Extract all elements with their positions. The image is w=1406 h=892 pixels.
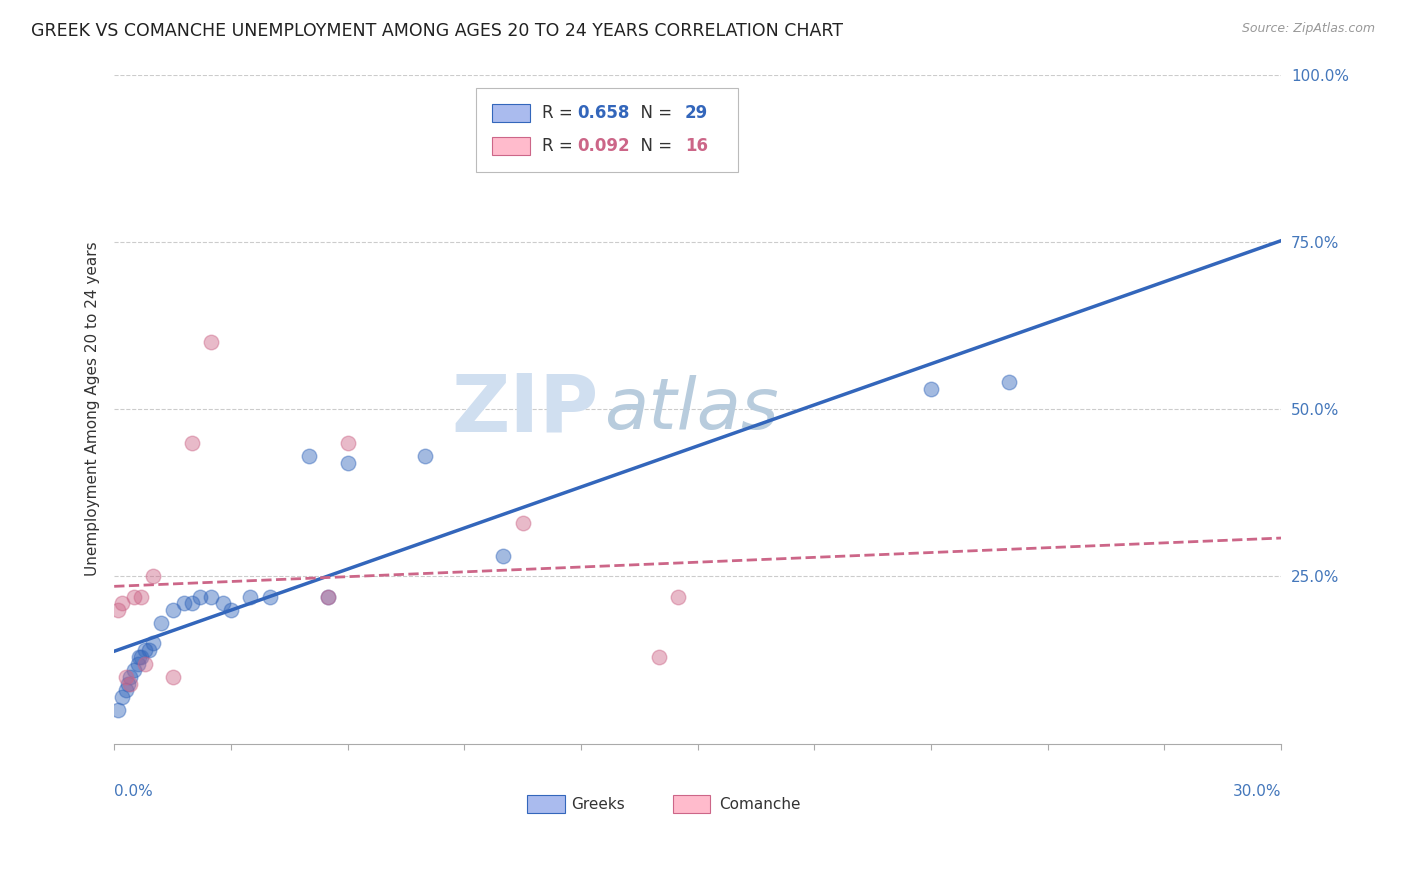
Point xyxy=(115,670,138,684)
Point xyxy=(134,657,156,671)
FancyBboxPatch shape xyxy=(527,796,565,813)
Text: ZIP: ZIP xyxy=(451,370,599,448)
Point xyxy=(162,670,184,684)
Text: atlas: atlas xyxy=(605,375,779,443)
Point xyxy=(107,603,129,617)
Text: 30.0%: 30.0% xyxy=(1233,784,1281,799)
Point xyxy=(111,690,134,704)
Point xyxy=(200,590,222,604)
Text: 0.0%: 0.0% xyxy=(114,784,153,799)
Point xyxy=(131,590,153,604)
Point xyxy=(200,335,222,350)
FancyBboxPatch shape xyxy=(673,796,710,813)
Point xyxy=(212,596,235,610)
Point xyxy=(998,376,1021,390)
Point xyxy=(138,643,160,657)
Point xyxy=(118,670,141,684)
Point xyxy=(134,643,156,657)
Point xyxy=(149,616,172,631)
Point xyxy=(117,676,139,690)
Point xyxy=(111,596,134,610)
Point xyxy=(122,590,145,604)
Point xyxy=(316,590,339,604)
Text: R =: R = xyxy=(543,103,578,121)
Point xyxy=(648,649,671,664)
Point xyxy=(162,603,184,617)
Point xyxy=(188,590,211,604)
Text: N =: N = xyxy=(630,137,678,155)
Text: 0.092: 0.092 xyxy=(578,137,630,155)
Point xyxy=(181,435,204,450)
FancyBboxPatch shape xyxy=(492,103,530,121)
Y-axis label: Unemployment Among Ages 20 to 24 years: Unemployment Among Ages 20 to 24 years xyxy=(86,242,100,576)
Point xyxy=(239,590,262,604)
FancyBboxPatch shape xyxy=(492,137,530,155)
Text: R =: R = xyxy=(543,137,578,155)
Text: Greeks: Greeks xyxy=(572,797,626,812)
Text: 29: 29 xyxy=(685,103,709,121)
Point xyxy=(118,676,141,690)
Point xyxy=(492,549,515,564)
Text: Source: ZipAtlas.com: Source: ZipAtlas.com xyxy=(1241,22,1375,36)
Point xyxy=(512,516,534,530)
Text: 0.658: 0.658 xyxy=(578,103,630,121)
Point xyxy=(142,569,165,583)
Point xyxy=(920,382,942,396)
Text: GREEK VS COMANCHE UNEMPLOYMENT AMONG AGES 20 TO 24 YEARS CORRELATION CHART: GREEK VS COMANCHE UNEMPLOYMENT AMONG AGE… xyxy=(31,22,844,40)
Point xyxy=(259,590,281,604)
Text: 16: 16 xyxy=(685,137,707,155)
Point xyxy=(219,603,242,617)
Point xyxy=(316,590,339,604)
Point xyxy=(666,590,689,604)
Text: N =: N = xyxy=(630,103,678,121)
Point xyxy=(181,596,204,610)
Point xyxy=(107,703,129,717)
Point xyxy=(415,449,437,463)
Point xyxy=(336,435,359,450)
Point xyxy=(122,663,145,677)
Point xyxy=(127,657,149,671)
Point xyxy=(128,649,150,664)
Point xyxy=(142,636,165,650)
Point xyxy=(298,449,321,463)
Point xyxy=(336,456,359,470)
Point xyxy=(131,649,153,664)
FancyBboxPatch shape xyxy=(475,88,738,171)
Text: Comanche: Comanche xyxy=(718,797,800,812)
Point xyxy=(115,683,138,698)
Point xyxy=(173,596,195,610)
